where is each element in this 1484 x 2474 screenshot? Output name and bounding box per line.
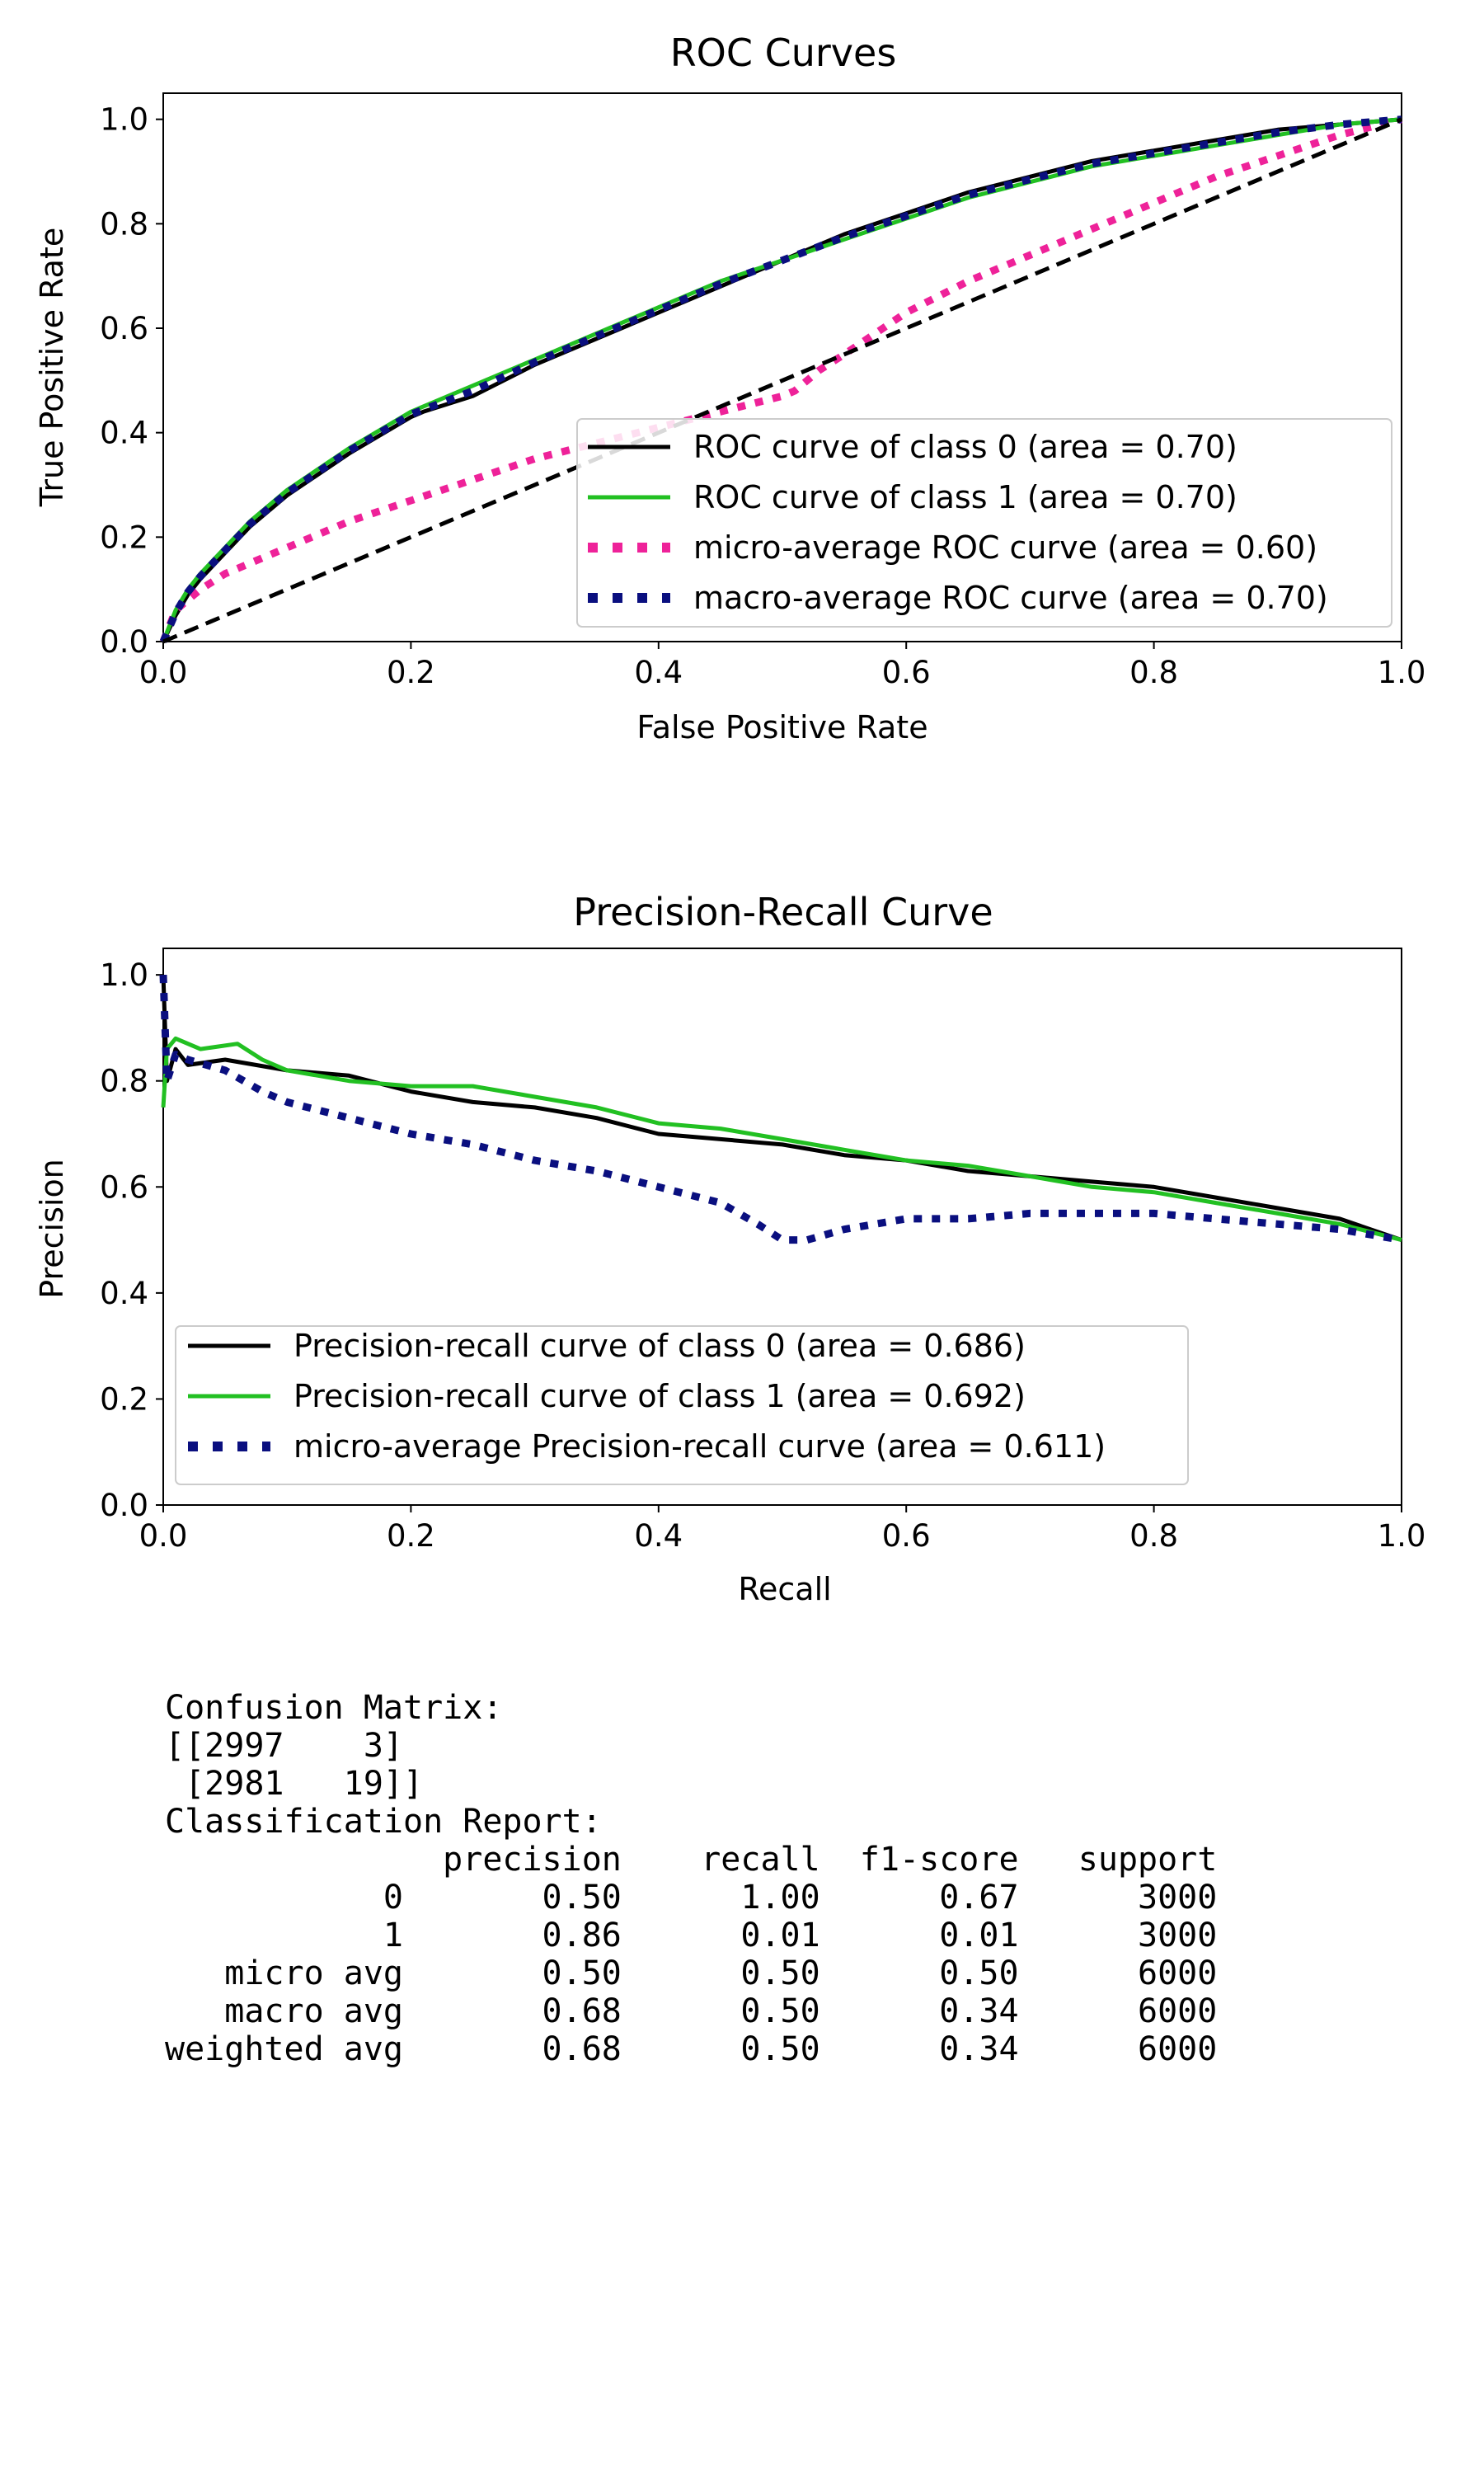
y-tick-label: 0.6 <box>100 1169 148 1205</box>
y-tick-label: 0.4 <box>100 1276 148 1311</box>
legend-label: Precision-recall curve of class 0 (area … <box>294 1328 1026 1364</box>
pr-x-axis-label: Recall <box>738 1571 831 1607</box>
y-tick-label: 1.0 <box>100 957 148 993</box>
pr-series-2-line <box>159 974 1402 1244</box>
legend-label: micro-average ROC curve (area = 0.60) <box>693 529 1317 566</box>
report-line: 0 0.50 1.00 0.67 3000 <box>165 1879 1218 1917</box>
pr-chart: Precision-Recall Curve 0.0 0.2 0.4 0.6 0.8 1.… <box>34 890 1425 1607</box>
pr-y-ticks: 0.0 0.2 0.4 0.6 0.8 1.0 <box>100 957 163 1523</box>
report-line: micro avg 0.50 0.50 0.50 6000 <box>165 1954 1218 1992</box>
report-line: Confusion Matrix: <box>165 1689 503 1727</box>
roc-title: ROC Curves <box>670 31 897 75</box>
pr-series-group <box>159 974 1402 1244</box>
legend-label: ROC curve of class 1 (area = 0.70) <box>693 479 1237 515</box>
roc-x-axis-label: False Positive Rate <box>636 709 928 745</box>
x-tick-label: 0.2 <box>387 655 435 690</box>
report-line: precision recall f1-score support <box>165 1841 1218 1879</box>
pr-series-1-line <box>161 1036 1402 1243</box>
pr-x-ticks: 0.0 0.2 0.4 0.6 0.8 1.0 <box>139 1505 1426 1554</box>
legend-label: ROC curve of class 0 (area = 0.70) <box>693 429 1237 465</box>
roc-x-ticks: 0.0 0.2 0.4 0.6 0.8 1.0 <box>139 642 1426 690</box>
roc-series-3-line <box>159 115 1402 643</box>
classification-report: Confusion Matrix: [[2997 3] [2981 19]] Cla… <box>165 1689 1217 2068</box>
roc-y-ticks: 0.0 0.2 0.4 0.6 0.8 1.0 <box>100 102 163 660</box>
x-tick-label: 0.8 <box>1129 655 1178 690</box>
y-tick-label: 0.6 <box>100 311 148 346</box>
y-tick-label: 1.0 <box>100 102 148 138</box>
pr-title: Precision-Recall Curve <box>573 890 993 934</box>
report-line: weighted avg 0.68 0.50 0.34 6000 <box>165 2030 1218 2068</box>
legend-label: macro-average ROC curve (area = 0.70) <box>693 580 1328 616</box>
pr-series-0-line <box>161 975 1402 1242</box>
y-tick-label: 0.0 <box>100 1488 148 1523</box>
legend-label: micro-average Precision-recall curve (ar… <box>294 1428 1106 1465</box>
report-line: [[2997 3] <box>165 1727 403 1765</box>
y-tick-label: 0.0 <box>100 624 148 660</box>
x-tick-label: 1.0 <box>1378 655 1426 690</box>
roc-y-axis-label: True Positive Rate <box>34 228 70 508</box>
y-tick-label: 0.8 <box>100 206 148 242</box>
x-tick-label: 0.0 <box>139 655 188 690</box>
roc-series-4-line <box>162 117 1402 644</box>
pr-y-axis-label: Precision <box>34 1159 70 1299</box>
y-tick-label: 0.2 <box>100 1381 148 1417</box>
x-tick-label: 1.0 <box>1378 1518 1426 1554</box>
x-tick-label: 0.4 <box>634 1518 683 1554</box>
roc-series-group <box>159 115 1403 644</box>
report-line: [2981 19]] <box>165 1765 424 1803</box>
roc-legend: ROC curve of class 0 (area = 0.70) ROC cu… <box>576 418 1392 628</box>
x-tick-label: 0.0 <box>139 1518 188 1554</box>
legend-label: Precision-recall curve of class 1 (area … <box>294 1378 1026 1414</box>
pr-legend: Precision-recall curve of class 0 (area … <box>175 1325 1189 1485</box>
y-tick-label: 0.2 <box>100 520 148 555</box>
roc-legend-box <box>576 418 1392 628</box>
x-tick-label: 0.6 <box>882 1518 931 1554</box>
x-tick-label: 0.8 <box>1129 1518 1178 1554</box>
report-line: 1 0.86 0.01 0.01 3000 <box>165 1917 1218 1954</box>
x-tick-label: 0.2 <box>387 1518 435 1554</box>
y-tick-label: 0.8 <box>100 1064 148 1099</box>
x-tick-label: 0.6 <box>882 655 931 690</box>
x-tick-label: 0.4 <box>634 655 683 690</box>
roc-chart: ROC Curves 0.0 0.2 0.4 0.6 0.8 1.0 0.00.20.40… <box>34 31 1425 745</box>
report-line: macro avg 0.68 0.50 0.34 6000 <box>165 1992 1218 2030</box>
pr-legend-box <box>175 1325 1189 1485</box>
y-tick-label: 0.4 <box>100 416 148 451</box>
report-line: Classification Report: <box>165 1803 602 1841</box>
